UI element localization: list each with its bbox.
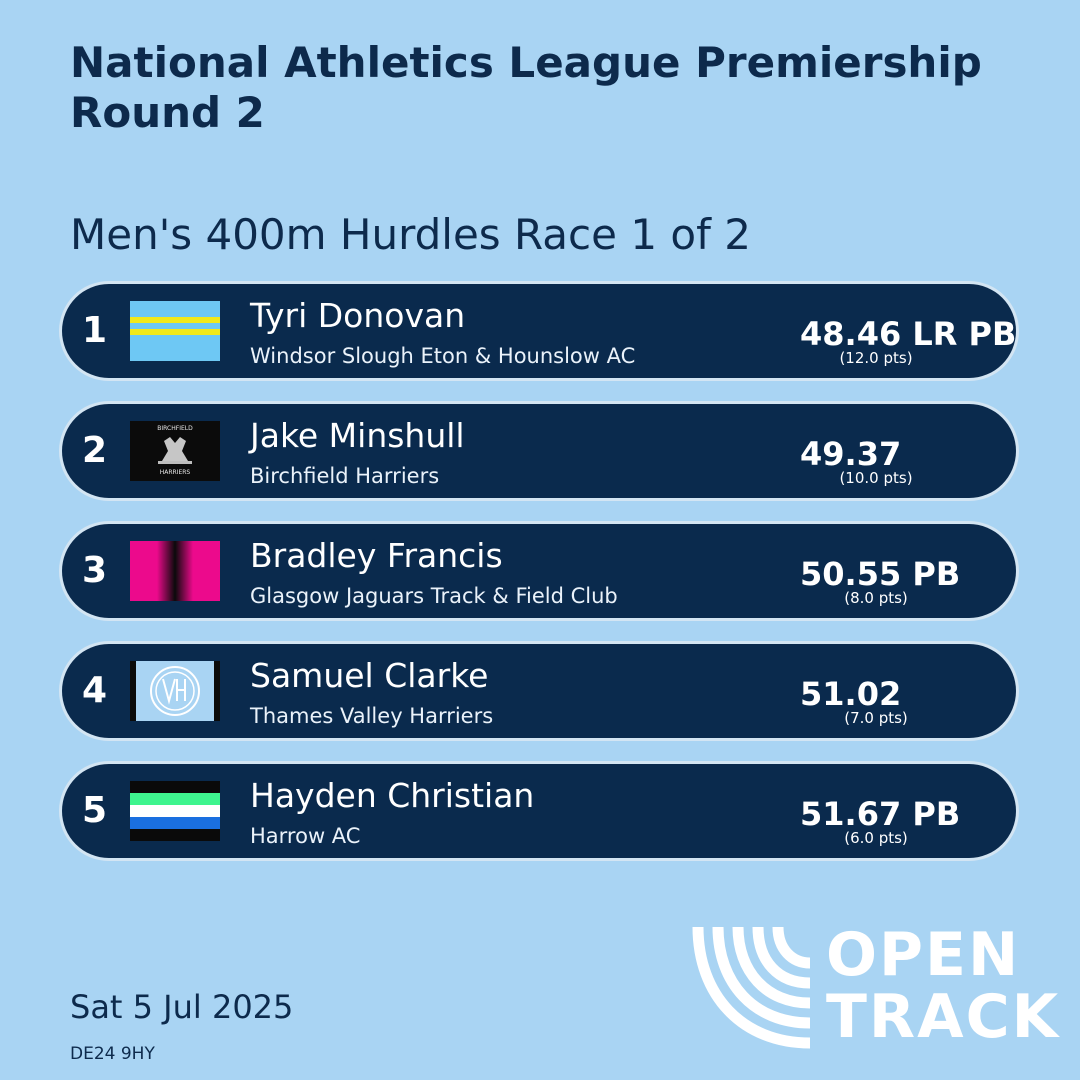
page-title: National Athletics League Premiership Ro… — [70, 38, 982, 137]
points: (8.0 pts) — [844, 589, 908, 607]
logo-text-track: TRACK — [826, 982, 1061, 1052]
club-badge-icon — [130, 661, 220, 721]
svg-text:HARRIERS: HARRIERS — [160, 469, 191, 476]
position: 2 — [82, 430, 108, 471]
athlete-name: Tyri Donovan — [250, 296, 466, 335]
result-row-5: 5 Hayden Christian Harrow AC 51.67 PB (6… — [62, 764, 1016, 858]
position: 1 — [82, 310, 108, 351]
club-flag-icon — [130, 301, 220, 361]
club-name: Harrow AC — [250, 824, 361, 848]
result-time: 50.55 PB — [800, 555, 961, 593]
points: (12.0 pts) — [839, 349, 913, 367]
club-name: Thames Valley Harriers — [250, 704, 494, 728]
result-row-4: 4 Samuel Clarke Thames Valley Harriers 5… — [62, 644, 1016, 738]
points: (6.0 pts) — [844, 829, 908, 847]
result-row-3: 3 Bradley Francis Glasgow Jaguars Track … — [62, 524, 1016, 618]
result-time: 48.46 LR PB — [800, 315, 1017, 353]
svg-text:BIRCHFIELD: BIRCHFIELD — [157, 425, 193, 432]
result-time: 49.37 — [800, 435, 902, 473]
points: (10.0 pts) — [839, 469, 913, 487]
result-time: 51.02 — [800, 675, 902, 713]
position: 4 — [82, 670, 108, 711]
points: (7.0 pts) — [844, 709, 908, 727]
position: 3 — [82, 550, 108, 591]
athlete-name: Samuel Clarke — [250, 656, 489, 695]
track-lanes-icon — [692, 926, 811, 1049]
opentrack-logo: OPEN TRACK — [692, 920, 1058, 1050]
club-flag-icon — [130, 781, 220, 841]
athlete-name: Jake Minshull — [250, 416, 465, 455]
logo-text-open: OPEN — [826, 920, 1021, 990]
athlete-name: Hayden Christian — [250, 776, 535, 815]
club-flag-icon — [130, 541, 220, 601]
club-badge-icon: BIRCHFIELD HARRIERS — [130, 421, 220, 481]
event-date: Sat 5 Jul 2025 — [70, 988, 294, 1026]
position: 5 — [82, 790, 108, 831]
result-row-2: 2 BIRCHFIELD HARRIERS Jake Minshull Birc… — [62, 404, 1016, 498]
club-name: Birchfield Harriers — [250, 464, 440, 488]
event-title: Men's 400m Hurdles Race 1 of 2 — [70, 210, 751, 259]
result-time: 51.67 PB — [800, 795, 961, 833]
athlete-name: Bradley Francis — [250, 536, 503, 575]
club-name: Windsor Slough Eton & Hounslow AC — [250, 344, 636, 368]
result-row-1: 1 Tyri Donovan Windsor Slough Eton & Hou… — [62, 284, 1016, 378]
club-name: Glasgow Jaguars Track & Field Club — [250, 584, 618, 608]
event-postcode: DE24 9HY — [70, 1044, 155, 1064]
